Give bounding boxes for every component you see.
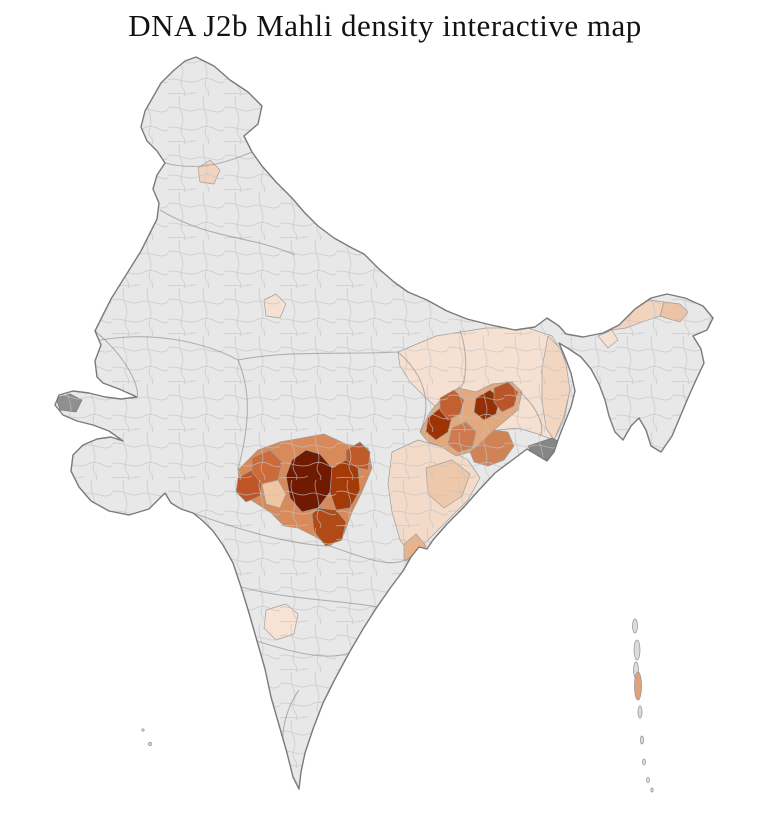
region-andaman-colored-island[interactable] — [634, 671, 642, 701]
india-outline — [54, 56, 714, 790]
state-boundaries — [94, 151, 543, 754]
andaman-nicobar-islands[interactable] — [632, 618, 654, 793]
lakshadweep-islands[interactable] — [141, 728, 152, 746]
district-boundaries-texture — [55, 57, 713, 789]
page-title: DNA J2b Mahli density interactive map — [128, 8, 642, 43]
